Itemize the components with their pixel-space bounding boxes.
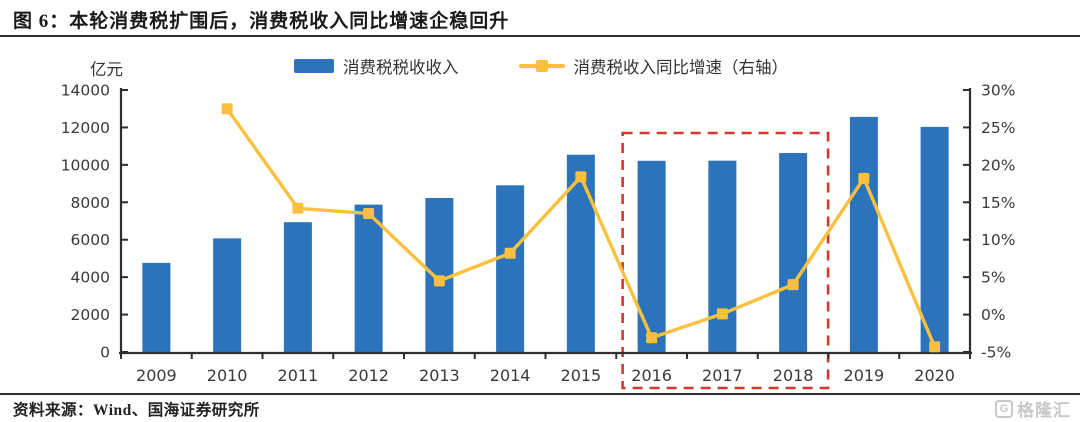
line-point-2020 <box>929 341 941 353</box>
bar-2014 <box>496 185 525 352</box>
x-axis-year-label: 2015 <box>561 366 602 385</box>
x-axis-year-label: 2014 <box>490 366 531 385</box>
line-point-2018 <box>787 279 799 291</box>
bar-2019 <box>849 116 878 353</box>
line-point-2015 <box>575 171 587 183</box>
title-divider <box>0 35 1080 37</box>
bar-2020 <box>920 126 949 352</box>
line-point-2017 <box>716 308 728 320</box>
x-axis-year-label: 2010 <box>207 366 248 385</box>
x-axis-year-label: 2016 <box>631 366 672 385</box>
line-point-2014 <box>504 247 516 259</box>
bar-2018 <box>779 153 808 352</box>
x-axis-year-label: 2009 <box>136 366 177 385</box>
bar-2017 <box>708 160 737 352</box>
chart-legend: 消费税税收收入 消费税收入同比增速（右轴） <box>294 54 788 78</box>
line-point-2013 <box>433 275 445 287</box>
bar-series-swatch-icon <box>294 59 334 73</box>
left-axis-tick-label: 0 <box>100 344 110 362</box>
left-axis-tick-label: 6000 <box>71 231 110 249</box>
gelonghui-logo-icon: G <box>995 399 1013 418</box>
line-point-2010 <box>221 103 233 115</box>
right-axis-tick-label: 5% <box>981 269 1006 287</box>
bar-2015 <box>566 154 595 352</box>
x-axis-year-label: 2013 <box>419 366 460 385</box>
bar-2016 <box>637 160 666 352</box>
annotation-dashed-box <box>621 131 830 390</box>
bar-2011 <box>283 222 312 352</box>
line-point-2012 <box>363 208 375 220</box>
bar-2013 <box>425 197 454 352</box>
left-axis-unit-label: 亿元 <box>90 61 123 79</box>
line-series-swatch-icon <box>518 60 565 72</box>
right-axis-tick-label: 20% <box>981 156 1015 174</box>
legend-item-bar-series: 消费税税收收入 <box>294 54 459 78</box>
footer-divider <box>0 393 1080 395</box>
left-axis-tick-label: 14000 <box>61 82 110 100</box>
axis-lines <box>119 88 972 355</box>
x-axis-year-label: 2012 <box>348 366 389 385</box>
bar-2009 <box>142 262 171 352</box>
line-point-2019 <box>858 172 870 184</box>
x-axis-year-label: 2018 <box>773 366 814 385</box>
line-point-2011 <box>292 202 304 214</box>
right-axis-tick-label: 10% <box>981 231 1015 249</box>
bar-2010 <box>213 238 242 352</box>
gelonghui-logo: G 格隆汇 <box>995 396 1071 421</box>
gelonghui-logo-text: 格隆汇 <box>1017 401 1071 420</box>
left-axis-tick-label: 12000 <box>61 119 110 137</box>
right-axis-tick-label: 15% <box>981 194 1015 212</box>
line-marker-icon <box>535 60 548 72</box>
x-axis-year-label: 2019 <box>844 366 885 385</box>
right-axis-tick-label: -5% <box>981 344 1011 362</box>
left-axis-tick-label: 4000 <box>71 269 110 287</box>
right-axis-tick-label: 25% <box>981 119 1015 137</box>
x-axis-year-label: 2011 <box>278 366 319 385</box>
bar-2012 <box>354 204 383 352</box>
x-axis-year-label: 2017 <box>702 366 743 385</box>
legend-bar-label: 消费税税收收入 <box>343 59 459 77</box>
line-point-2016 <box>646 332 658 344</box>
legend-line-label: 消费税收入同比增速（右轴） <box>573 59 789 77</box>
legend-item-line-series: 消费税收入同比增速（右轴） <box>518 54 789 78</box>
figure-title: 图 6：本轮消费税扩围后，消费税收入同比增速企稳回升 <box>13 11 510 32</box>
left-axis-tick-label: 8000 <box>71 194 110 212</box>
left-axis-tick-label: 2000 <box>71 306 110 324</box>
right-axis-tick-label: 0% <box>981 306 1006 324</box>
right-axis-tick-label: 30% <box>981 82 1015 100</box>
x-axis-year-label: 2020 <box>914 366 955 385</box>
left-axis-tick-label: 10000 <box>61 156 110 174</box>
source-note: 资料来源：Wind、国海证券研究所 <box>13 402 260 419</box>
